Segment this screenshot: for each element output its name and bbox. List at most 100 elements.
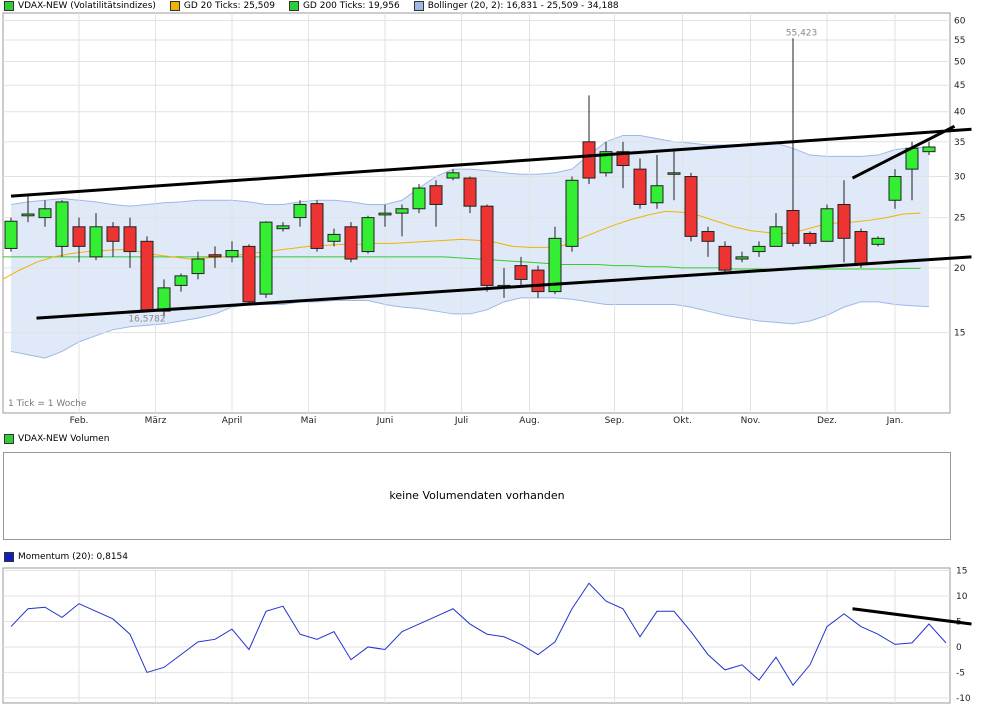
price-chart: 15 20 25 30 35 40 45 50 55 60 Feb. März April Mai Juni…	[2, 12, 972, 426]
candle-body	[361, 217, 375, 253]
gd20-line	[2, 210, 921, 280]
momentum-trend-line	[852, 607, 972, 626]
candle-body	[650, 185, 664, 204]
x-tick-label: März	[145, 416, 167, 426]
y-tick-label: 15	[954, 329, 965, 339]
candle-body	[803, 232, 817, 244]
candle-body	[854, 231, 868, 266]
candle-body	[174, 275, 188, 286]
momentum-chart: -10-5051015	[2, 567, 972, 704]
candle-body	[38, 208, 52, 219]
candle-body	[395, 208, 409, 214]
x-tick-label: Mai	[301, 416, 317, 426]
candle-body	[565, 179, 579, 247]
legend-swatch-gd20	[169, 1, 180, 11]
y-tick-label: 45	[954, 81, 965, 91]
candle-body	[701, 231, 715, 242]
legend-swatch-vdax	[4, 1, 14, 11]
legend-item-volume: VDAX-NEW Volumen	[4, 434, 109, 444]
legend-swatch-bollinger	[413, 1, 424, 11]
y-tick-label: 20	[954, 264, 966, 274]
candle-body	[344, 226, 358, 260]
legend-label-volume: VDAX-NEW Volumen	[18, 434, 110, 444]
candle-body	[89, 226, 103, 258]
momentum-line	[10, 582, 947, 687]
y-tick-label: 50	[954, 57, 966, 67]
candle-body	[684, 176, 698, 237]
volume-empty-message: keine Volumendaten vorhanden	[389, 489, 565, 502]
candle-body	[21, 213, 35, 217]
legend-item-vdax: VDAX-NEW (Volatilitätsindizes)	[4, 1, 156, 11]
candle-body	[191, 258, 205, 275]
candle-body	[599, 151, 613, 174]
candle-body	[72, 226, 86, 247]
volume-legend: VDAX-NEW Volumen	[4, 433, 123, 445]
candle-body	[786, 209, 800, 244]
y-tick-label: 55	[954, 36, 965, 46]
tick-note: 1 Tick = 1 Woche	[8, 399, 87, 409]
candle-body	[480, 205, 494, 286]
candle-body	[667, 172, 681, 175]
candle-body	[531, 269, 545, 293]
candle-body	[922, 146, 936, 153]
bollinger-band	[11, 135, 929, 359]
candle-body	[106, 226, 120, 242]
candle-body	[327, 233, 341, 242]
y-tick-label: 30	[954, 173, 966, 183]
x-tick-label: Dez.	[817, 416, 837, 426]
legend-item-gd200: GD 200 Ticks: 19,956	[288, 1, 400, 11]
candle-body	[735, 256, 749, 260]
y-tick-label: 60	[954, 16, 966, 26]
legend-item-gd20: GD 20 Ticks: 25,509	[169, 1, 275, 11]
candle-body	[446, 172, 460, 179]
candle-body	[157, 287, 171, 312]
momentum-plot-area	[2, 567, 951, 704]
candle-body	[208, 254, 222, 258]
candle-body	[225, 250, 239, 258]
momentum-y-tick-label: 10	[956, 592, 968, 602]
x-tick-label: Nov.	[741, 416, 761, 426]
x-tick-label: April	[222, 416, 243, 426]
legend-swatch-momentum	[4, 552, 14, 562]
candle-body	[769, 226, 783, 247]
annotation-high: 55,423	[786, 28, 818, 38]
trend-line	[10, 127, 972, 198]
legend-label-vdax: VDAX-NEW (Volatilitätsindizes)	[18, 1, 156, 11]
candle-body	[633, 168, 647, 205]
candle-body	[718, 245, 732, 271]
y-tick-label: 35	[954, 138, 965, 148]
y-tick-label: 25	[954, 214, 965, 224]
legend-swatch-volume	[4, 434, 14, 444]
candle-body	[378, 212, 392, 216]
candle-body	[276, 225, 290, 230]
annotation-low: 16,5782	[128, 315, 165, 325]
candle-body	[888, 176, 902, 201]
candle-body	[514, 265, 528, 280]
legend-label-momentum: Momentum (20): 0,8154	[18, 552, 128, 562]
legend-label-bollinger: Bollinger (20, 2): 16,831 - 25,509 - 34,…	[427, 1, 619, 11]
candle-body	[412, 187, 426, 210]
x-tick-label: Juli	[454, 416, 468, 426]
candle-body	[463, 177, 477, 207]
x-tick-label: Sep.	[605, 416, 625, 426]
candle-body	[820, 208, 834, 242]
legend-item-momentum: Momentum (20): 0,8154	[4, 552, 128, 562]
momentum-y-tick-label: 0	[956, 643, 962, 653]
trend-line	[36, 255, 972, 320]
momentum-y-tick-label: -10	[956, 694, 971, 704]
legend-item-bollinger: Bollinger (20, 2): 16,831 - 25,509 - 34,…	[413, 1, 619, 11]
candle-body	[310, 203, 324, 249]
candle-body	[140, 240, 154, 312]
candle-body	[293, 203, 307, 219]
volume-panel: keine Volumendaten vorhanden	[3, 452, 951, 540]
legend-label-gd20: GD 20 Ticks: 25,509	[183, 1, 275, 11]
momentum-legend: Momentum (20): 0,8154	[4, 551, 142, 563]
bollinger-lower-line	[10, 297, 930, 359]
trend-line	[851, 124, 956, 180]
candle-body	[752, 245, 766, 253]
x-tick-label: Aug.	[519, 416, 539, 426]
candle-body	[429, 185, 443, 205]
candle-body	[123, 226, 137, 253]
x-tick-label: Okt.	[673, 416, 692, 426]
candle-body	[548, 237, 562, 293]
